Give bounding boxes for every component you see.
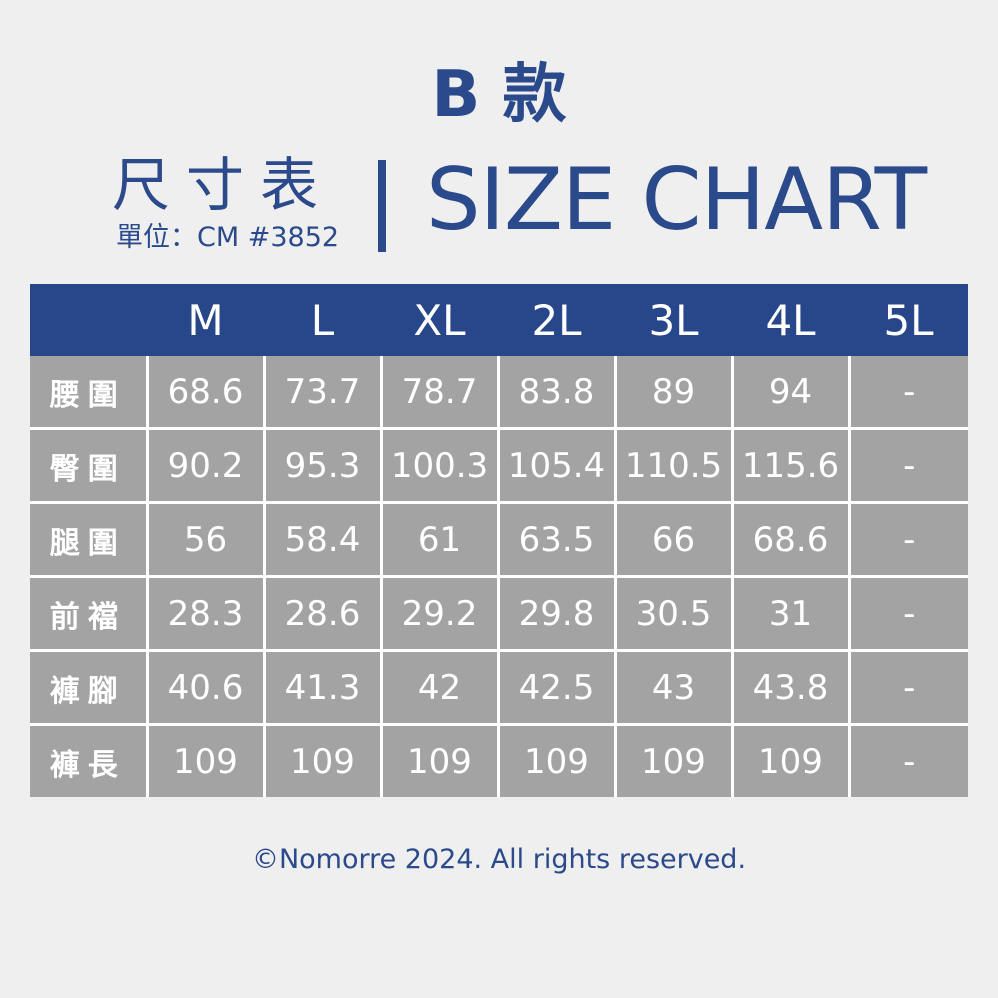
table-row: 褲長 109 109 109 109 109 109 - [30,724,968,797]
table-cell: 109 [147,724,266,797]
size-header: M [147,284,264,356]
table-cell: - [849,650,968,726]
style-title: B 款 [431,58,567,132]
table-cell: 61 [381,502,500,578]
row-label: 褲腳 [30,650,149,726]
size-table: M L XL 2L 3L 4L 5L 腰圍 68.6 73.7 78.7 83.… [30,284,968,797]
table-row: 褲腳 40.6 41.3 42 42.5 43 43.8 - [30,650,968,726]
table-row: 臀圍 90.2 95.3 100.3 105.4 110.5 115.6 - [30,428,968,504]
table-cell: 89 [615,356,734,430]
table-cell: 109 [498,724,617,797]
table-cell: 30.5 [615,576,734,652]
table-cell: 63.5 [498,502,617,578]
table-cell: - [849,502,968,578]
copyright-notice: ©Nomorre 2024. All rights reserved. [251,844,747,875]
size-header: 4L [732,284,849,356]
table-cell: - [849,576,968,652]
table-cell: 94 [732,356,851,430]
table-cell: 78.7 [381,356,500,430]
header-corner [30,284,147,356]
english-title: SIZE CHART [426,150,927,250]
table-cell: 115.6 [732,428,851,504]
table-cell: 68.6 [732,502,851,578]
row-label: 腰圍 [30,356,149,430]
row-label: 臀圍 [30,428,149,504]
table-row: 腰圍 68.6 73.7 78.7 83.8 89 94 - [30,356,968,430]
table-cell: 29.8 [498,576,617,652]
table-cell: 109 [381,724,500,797]
table-cell: 42.5 [498,650,617,726]
table-cell: 28.6 [264,576,383,652]
table-cell: 83.8 [498,356,617,430]
table-cell: - [849,428,968,504]
size-header: L [264,284,381,356]
size-header: 5L [849,284,968,356]
table-cell: 43.8 [732,650,851,726]
table-cell: 43 [615,650,734,726]
unit-label: 單位：CM #3852 [116,222,340,253]
size-header: 3L [615,284,732,356]
table-cell: 109 [264,724,383,797]
table-cell: 110.5 [615,428,734,504]
table-cell: 109 [615,724,734,797]
table-cell: 29.2 [381,576,500,652]
table-cell: 56 [147,502,266,578]
table-cell: 58.4 [264,502,383,578]
size-header-row: M L XL 2L 3L 4L 5L [30,284,968,356]
table-row: 腿圍 56 58.4 61 63.5 66 68.6 - [30,502,968,578]
size-header: 2L [498,284,615,356]
table-cell: 28.3 [147,576,266,652]
row-label: 腿圍 [30,502,149,578]
table-cell: 40.6 [147,650,266,726]
table-cell: - [849,724,968,797]
table-cell: 100.3 [381,428,500,504]
table-cell: 95.3 [264,428,383,504]
table-cell: - [849,356,968,430]
table-row: 前襠 28.3 28.6 29.2 29.8 30.5 31 - [30,576,968,652]
row-label: 褲長 [30,724,149,797]
table-cell: 41.3 [264,650,383,726]
chinese-title: 尺寸表 [112,151,335,219]
table-cell: 42 [381,650,500,726]
title-divider [378,160,386,252]
table-cell: 105.4 [498,428,617,504]
table-cell: 66 [615,502,734,578]
row-label: 前襠 [30,576,149,652]
table-cell: 90.2 [147,428,266,504]
table-cell: 68.6 [147,356,266,430]
table-cell: 73.7 [264,356,383,430]
table-cell: 31 [732,576,851,652]
size-header: XL [381,284,498,356]
table-cell: 109 [732,724,851,797]
